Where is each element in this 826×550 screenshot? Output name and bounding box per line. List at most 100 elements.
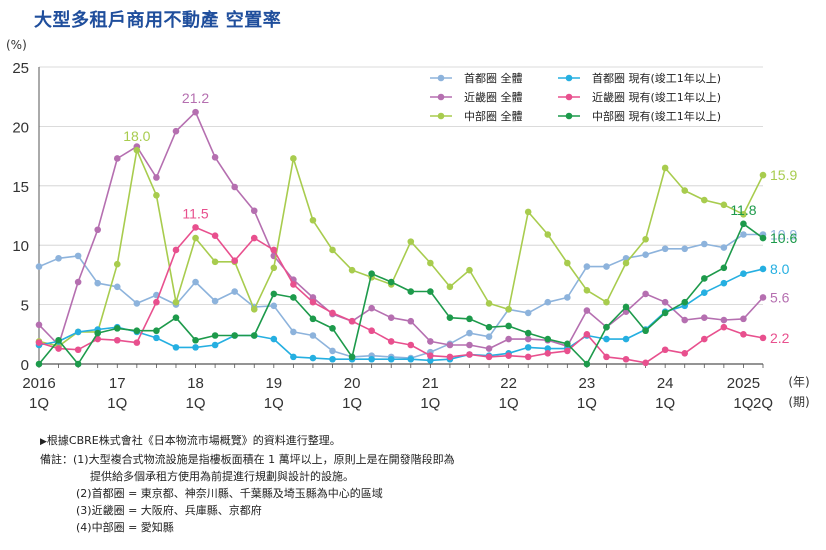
x-tick-quarter: 1Q (499, 395, 519, 412)
data-point (583, 331, 591, 338)
data-point (720, 323, 728, 331)
y-tick-label: 0 (21, 357, 29, 374)
data-point (407, 355, 415, 363)
data-point (524, 208, 532, 216)
data-point (720, 201, 728, 209)
x-tick-year: 20 (344, 375, 361, 392)
data-point (622, 303, 630, 311)
data-point (172, 314, 180, 321)
page-title: 大型多租戶商用不動產 空置率 (34, 10, 282, 31)
legend-item: 中部圈 現有(竣工1年以上) (558, 109, 721, 123)
data-point (329, 355, 336, 363)
data-point (153, 174, 160, 181)
data-point (55, 345, 62, 352)
data-point (407, 317, 415, 325)
legend-item: 近畿圈 現有(竣工1年以上) (558, 90, 721, 104)
y-tick-label: 10 (12, 238, 29, 255)
data-point (720, 264, 728, 272)
x-tick-quarter: 1Q (420, 395, 440, 412)
x-tick-quarter: 1Q (107, 395, 127, 412)
x-tick-year: 19 (265, 375, 282, 392)
data-point (740, 331, 747, 338)
data-point (642, 235, 649, 243)
data-point (407, 341, 415, 349)
data-point (681, 245, 689, 253)
peak-value-label: 21.2 (182, 90, 209, 106)
data-point (603, 298, 610, 306)
data-point (583, 287, 591, 294)
x-tick-quarter: 2Q (753, 395, 773, 412)
data-point (427, 259, 434, 267)
data-point (172, 298, 180, 306)
data-point (211, 332, 219, 339)
data-point (231, 332, 238, 339)
series-line (38, 226, 764, 364)
series-2 (35, 108, 767, 352)
data-point (94, 335, 102, 343)
data-point (603, 335, 610, 343)
data-point (172, 127, 180, 135)
series-6 (35, 220, 767, 368)
data-point (544, 335, 552, 343)
data-point (270, 290, 278, 298)
data-point (427, 352, 434, 359)
data-point (700, 196, 708, 204)
data-point (524, 309, 532, 317)
data-point (35, 360, 43, 368)
data-point (329, 309, 336, 317)
data-point (113, 336, 121, 344)
data-point (407, 288, 415, 295)
data-point (368, 270, 375, 278)
data-point (74, 252, 82, 260)
y-axis-unit: (%) (6, 38, 27, 52)
data-point (485, 333, 493, 340)
data-point (153, 327, 160, 335)
remark-4: (4)中部圈 = 愛知縣 (76, 521, 174, 534)
data-point (642, 290, 649, 298)
legend-swatch-dot (565, 74, 573, 82)
data-point (642, 359, 649, 367)
data-point (700, 335, 708, 343)
chart-data-labels: 10.9 5.6 21.2 15.9 18.0 8.0 2.2 11.5 10.6 11.8 (123, 90, 797, 346)
data-point (446, 283, 454, 291)
data-point (250, 234, 258, 242)
chart-grid (39, 66, 763, 365)
x-tick-quarter: 1Q (186, 395, 206, 412)
data-point (329, 325, 336, 332)
data-point (427, 338, 434, 345)
data-point (94, 279, 102, 287)
data-point (309, 294, 317, 301)
data-point (74, 346, 82, 354)
series-line (38, 268, 764, 362)
end-value-label: 10.6 (770, 230, 797, 246)
data-point (387, 278, 395, 286)
remark-2: (2)首都圈 = 東京都、神奈川縣、千葉縣及埼玉縣為中心的區域 (76, 487, 383, 500)
data-point (524, 335, 532, 343)
remark-3: (3)近畿圈 = 大阪府、兵庫縣、京都府 (76, 504, 262, 517)
data-point (133, 300, 141, 307)
data-point (192, 224, 199, 231)
data-point (113, 283, 121, 291)
data-point (446, 314, 454, 321)
data-point (720, 316, 728, 324)
data-point (55, 254, 62, 262)
x-tick-quarter: 1Q (29, 395, 49, 412)
data-point (290, 155, 297, 162)
data-point (290, 328, 297, 336)
data-point (622, 259, 630, 267)
data-point (290, 294, 297, 301)
data-point (564, 259, 571, 267)
y-tick-label: 5 (21, 298, 29, 315)
x-tick-quarter: 1Q (577, 395, 597, 412)
legend-swatch-dot (565, 93, 573, 101)
remark-1: 備註：(1)大型複合式物流設施是指樓板面積在 1 萬坪以上，原則上是在開發階段即… (40, 453, 455, 466)
data-point (172, 344, 180, 351)
end-value-label: 15.9 (770, 167, 797, 183)
data-point (485, 345, 493, 352)
data-point (407, 238, 415, 245)
data-point (661, 309, 669, 317)
chart-notes: ▶根據CBRE株式會社《日本物流市場概覽》的資料進行整理。 備註：(1)大型複合… (40, 432, 455, 536)
data-point (329, 246, 336, 254)
peak-value-label: 11.5 (182, 205, 208, 221)
series-5 (35, 224, 767, 367)
